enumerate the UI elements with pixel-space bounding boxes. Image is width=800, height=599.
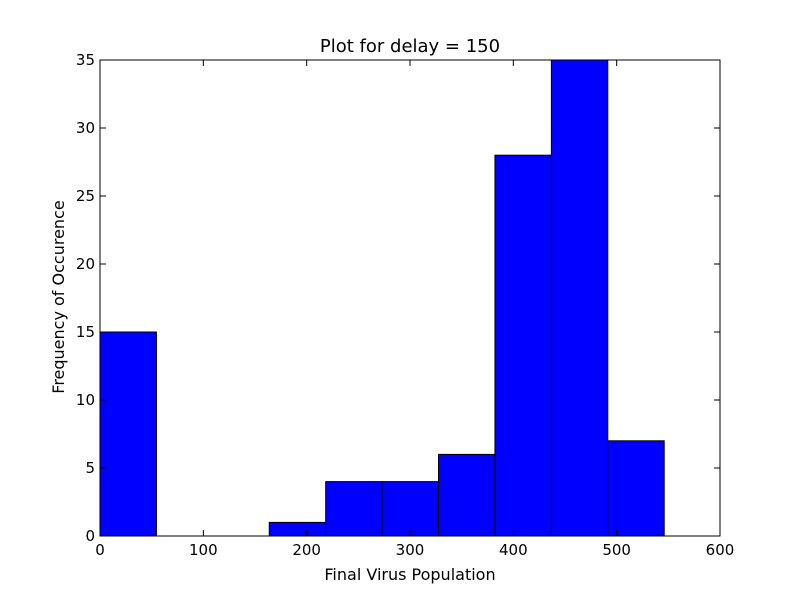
histogram-bar xyxy=(438,453,496,537)
x-tick-label: 0 xyxy=(95,541,105,559)
x-axis-label: Final Virus Population xyxy=(324,565,495,584)
histogram-bar xyxy=(381,481,440,537)
x-tick-label: 200 xyxy=(292,541,321,559)
y-tick-label: 0 xyxy=(85,527,95,545)
y-tick-label: 35 xyxy=(76,51,95,69)
histogram-bar xyxy=(99,331,157,537)
x-tick-label: 300 xyxy=(396,541,425,559)
histogram-bars xyxy=(99,59,665,537)
x-tick-label: 500 xyxy=(602,541,631,559)
axis-ticks: 0 100 200 300 400 500 600 0 5 10 15 20 25 30 35 xyxy=(76,51,734,559)
x-tick-label: 600 xyxy=(706,541,735,559)
x-tick-label: 400 xyxy=(499,541,528,559)
histogram-bar xyxy=(268,521,327,537)
histogram-bar xyxy=(325,481,383,537)
y-tick-label: 25 xyxy=(76,187,95,205)
y-tick-label: 30 xyxy=(76,119,95,137)
y-tick-label: 10 xyxy=(76,391,95,409)
chart-title: Plot for delay = 150 xyxy=(320,36,500,57)
plot-frame xyxy=(99,59,721,537)
histogram-bar xyxy=(550,59,609,537)
y-tick-label: 15 xyxy=(76,323,95,341)
y-tick-label: 20 xyxy=(76,255,95,273)
y-tick-label: 5 xyxy=(85,459,95,477)
x-tick-label: 100 xyxy=(189,541,218,559)
histogram-bar xyxy=(494,154,552,537)
histogram-bar xyxy=(607,440,665,537)
y-axis-label: Frequency of Occurence xyxy=(49,200,68,393)
